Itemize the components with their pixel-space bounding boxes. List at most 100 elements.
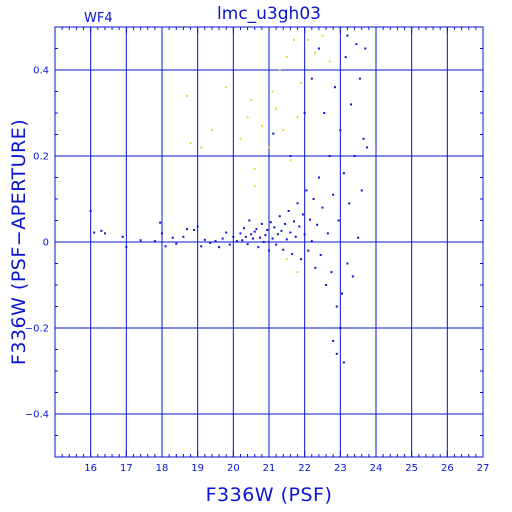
data-point bbox=[346, 262, 349, 265]
data-point bbox=[196, 225, 199, 228]
data-point bbox=[316, 223, 319, 226]
data-point bbox=[203, 238, 206, 241]
data-point bbox=[266, 228, 269, 231]
data-point bbox=[121, 235, 124, 238]
data-point bbox=[337, 219, 340, 222]
data-point bbox=[332, 339, 335, 342]
data-point bbox=[282, 248, 285, 251]
data-point bbox=[218, 246, 221, 249]
data-point bbox=[200, 146, 203, 149]
data-point bbox=[221, 237, 224, 240]
data-point bbox=[250, 99, 253, 102]
data-point bbox=[185, 94, 188, 97]
data-point bbox=[342, 172, 345, 175]
data-point bbox=[314, 51, 317, 54]
y-tick-label: 0 bbox=[43, 238, 49, 249]
data-point bbox=[294, 235, 297, 238]
data-point bbox=[253, 185, 256, 188]
data-point bbox=[289, 231, 292, 234]
data-point bbox=[321, 206, 324, 209]
data-point bbox=[358, 77, 361, 80]
data-point bbox=[161, 232, 163, 235]
x-tick-labels: 16 17 18 19 20 21 22 23 24 25 26 27 bbox=[84, 463, 489, 474]
data-point bbox=[228, 243, 231, 246]
x-tick-label: 18 bbox=[156, 463, 169, 474]
data-point bbox=[182, 235, 185, 238]
data-point bbox=[276, 233, 279, 236]
data-point bbox=[289, 155, 292, 157]
data-point bbox=[260, 222, 263, 225]
data-point bbox=[244, 235, 247, 238]
data-point bbox=[250, 233, 253, 236]
data-point bbox=[346, 34, 349, 37]
data-point bbox=[275, 107, 278, 110]
data-point bbox=[210, 129, 213, 132]
data-point bbox=[342, 361, 345, 364]
data-point bbox=[350, 103, 353, 106]
data-point bbox=[200, 245, 203, 248]
data-point bbox=[209, 241, 212, 244]
data-point bbox=[296, 116, 299, 119]
data-point bbox=[262, 241, 265, 243]
data-point bbox=[287, 210, 290, 213]
y-axis-label: F336W (PSF−APERTURE) bbox=[8, 119, 30, 365]
data-series bbox=[185, 34, 331, 274]
data-point bbox=[339, 327, 342, 329]
data-point bbox=[301, 213, 304, 216]
data-point bbox=[271, 90, 274, 93]
x-tick-label: 17 bbox=[120, 463, 133, 474]
y-tick-labels: −0.4 −0.2 0 0.2 0.4 bbox=[25, 66, 49, 421]
data-point bbox=[296, 271, 299, 274]
data-point bbox=[272, 132, 275, 135]
data-point bbox=[332, 193, 335, 196]
data-point bbox=[326, 232, 329, 235]
data-point bbox=[93, 231, 96, 234]
data-point bbox=[317, 176, 320, 179]
data-point bbox=[289, 159, 292, 162]
data-point bbox=[268, 146, 270, 149]
data-point bbox=[335, 305, 338, 308]
data-point bbox=[328, 155, 331, 157]
data-point bbox=[232, 235, 235, 238]
data-point bbox=[325, 284, 328, 286]
data-point bbox=[344, 56, 347, 59]
data-point bbox=[171, 236, 174, 239]
data-point bbox=[362, 137, 365, 140]
data-point bbox=[285, 258, 288, 261]
data-point bbox=[164, 245, 167, 248]
data-point bbox=[310, 240, 313, 243]
data-point bbox=[214, 240, 217, 243]
x-tick-label: 19 bbox=[191, 463, 204, 474]
data-point bbox=[248, 219, 251, 222]
data-point bbox=[351, 275, 354, 278]
data-point bbox=[264, 234, 267, 237]
x-tick-label: 20 bbox=[227, 463, 240, 474]
data-point bbox=[259, 236, 262, 239]
data-point bbox=[175, 242, 178, 245]
data-point bbox=[260, 124, 263, 127]
data-point bbox=[239, 137, 242, 140]
data-point bbox=[292, 38, 295, 41]
data-point bbox=[139, 239, 142, 242]
x-tick-label: 16 bbox=[84, 463, 97, 474]
data-point bbox=[255, 228, 258, 231]
data-point bbox=[269, 221, 272, 224]
data-point bbox=[189, 142, 192, 145]
data-point bbox=[153, 240, 156, 243]
data-point bbox=[284, 222, 287, 225]
data-series bbox=[89, 34, 369, 364]
grid-layer bbox=[55, 27, 483, 457]
data-point bbox=[309, 218, 312, 221]
data-point bbox=[89, 210, 92, 213]
data-point bbox=[357, 236, 360, 239]
x-tick-label: 21 bbox=[263, 463, 276, 474]
data-point bbox=[243, 227, 246, 230]
axis-ticks bbox=[54, 26, 484, 458]
x-tick-label: 23 bbox=[334, 463, 347, 474]
data-point bbox=[303, 112, 306, 114]
data-point bbox=[251, 237, 254, 240]
x-tick-label: 26 bbox=[441, 463, 454, 474]
data-point bbox=[314, 266, 317, 269]
data-point bbox=[341, 292, 344, 295]
